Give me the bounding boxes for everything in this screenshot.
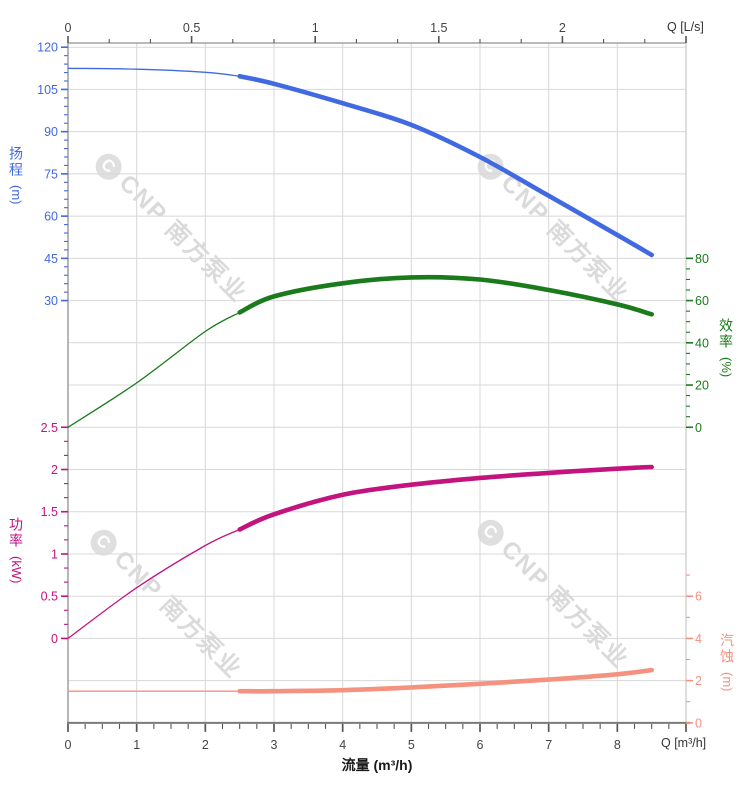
svg-text:2.5: 2.5 [41, 421, 58, 435]
svg-text:0.5: 0.5 [183, 21, 200, 35]
power-curve [237, 464, 654, 532]
svg-text:0: 0 [65, 21, 72, 35]
bottom-axis-ticks: 0 1 2 3 4 5 6 7 8 [65, 723, 687, 752]
svg-text:0: 0 [695, 421, 702, 435]
efficiency-curve [237, 274, 654, 317]
svg-text:60: 60 [44, 210, 58, 224]
efficiency-axis-unit: (%) [719, 357, 734, 378]
svg-text:2: 2 [202, 738, 209, 752]
head-axis-ticks: 30 45 60 75 90 105 120 [37, 41, 68, 308]
svg-text:20: 20 [695, 379, 709, 393]
svg-text:2: 2 [559, 21, 566, 35]
grid-lines [68, 43, 686, 723]
svg-text:75: 75 [44, 167, 58, 181]
power-axis-title-text: 功率 [8, 517, 24, 549]
power-axis-unit: (kW) [9, 556, 24, 584]
bottom-axis-unit-label: Q [m³/h] [661, 736, 707, 750]
plot-borders [67, 42, 690, 724]
svg-text:4: 4 [339, 738, 346, 752]
svg-text:40: 40 [695, 336, 709, 350]
svg-text:0.5: 0.5 [41, 590, 58, 604]
svg-text:6: 6 [477, 738, 484, 752]
svg-text:1: 1 [51, 547, 58, 561]
svg-text:1.5: 1.5 [41, 505, 58, 519]
x-axis-title: 流量 (m³/h) [341, 757, 413, 773]
efficiency-axis-title-text: 效率 [718, 318, 734, 350]
npsh-axis-title: 汽蚀 (m) [719, 633, 735, 692]
svg-text:1.5: 1.5 [430, 21, 447, 35]
svg-text:5: 5 [408, 738, 415, 752]
npsh-axis-title-text: 汽蚀 [719, 633, 735, 665]
svg-text:6: 6 [695, 590, 702, 604]
svg-text:7: 7 [545, 738, 552, 752]
power-axis-title: 功率 (kW) [8, 517, 24, 584]
svg-text:0: 0 [695, 716, 702, 730]
efficiency-axis-ticks: 0 20 40 60 80 [686, 252, 709, 435]
svg-text:0: 0 [51, 632, 58, 646]
npsh-axis-ticks: 0 2 4 6 [686, 574, 702, 730]
top-axis-ticks: 0 0.5 1 1.5 2 [65, 21, 687, 43]
head-curve [237, 73, 654, 258]
top-axis-unit-label: Q [L/s] [667, 20, 704, 34]
svg-text:45: 45 [44, 252, 58, 266]
svg-text:60: 60 [695, 294, 709, 308]
svg-text:1: 1 [133, 738, 140, 752]
curves [67, 67, 654, 694]
npsh-curve [237, 667, 654, 694]
svg-text:8: 8 [614, 738, 621, 752]
head-axis-title: 扬程 (m) [8, 146, 24, 205]
head-curve-thin [67, 67, 241, 77]
head-axis-title-text: 扬程 [8, 146, 24, 178]
svg-text:30: 30 [44, 294, 58, 308]
svg-text:80: 80 [695, 252, 709, 266]
svg-text:4: 4 [695, 632, 702, 646]
svg-text:105: 105 [37, 83, 58, 97]
power-curve-thin [67, 528, 241, 640]
power-axis-ticks: 0 0.5 1 1.5 2 2.5 [41, 421, 68, 646]
head-axis-unit: (m) [9, 185, 24, 205]
svg-text:120: 120 [37, 41, 58, 55]
npsh-axis-unit: (m) [720, 672, 735, 692]
svg-text:3: 3 [271, 738, 278, 752]
svg-text:2: 2 [695, 674, 702, 688]
efficiency-curve-thin [67, 311, 241, 428]
efficiency-axis-title: 效率 (%) [718, 318, 734, 378]
svg-text:2: 2 [51, 463, 58, 477]
svg-text:90: 90 [44, 125, 58, 139]
svg-text:0: 0 [65, 738, 72, 752]
svg-text:1: 1 [312, 21, 319, 35]
